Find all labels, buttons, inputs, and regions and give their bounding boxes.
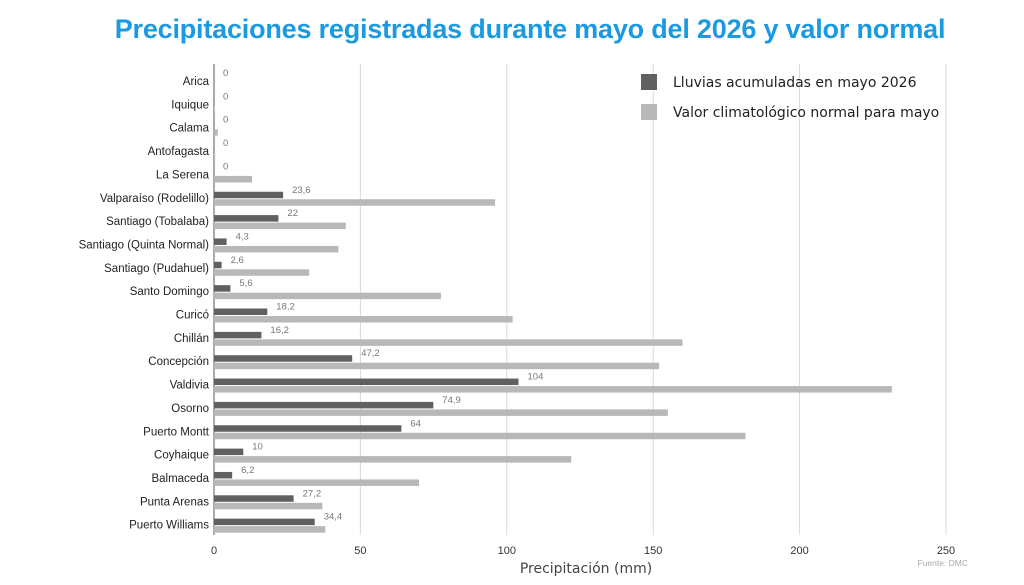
x-tick-label: 200 [790, 545, 808, 557]
legend[interactable]: Lluvias acumuladas en mayo 2026 Valor cli… [641, 74, 939, 121]
data-label: 47,2 [361, 348, 380, 359]
x-tick-label: 0 [211, 545, 217, 557]
x-tick-label: 50 [354, 545, 366, 557]
category-label: Arica [183, 76, 210, 88]
category-labels: Arica Iquique Calama Antofagasta La Serena Va… [79, 76, 210, 532]
category-label: Santiago (Quinta Normal) [79, 239, 210, 251]
category-label: Calama [169, 123, 209, 135]
data-label: 0 [223, 161, 228, 172]
legend-entry[interactable]: Lluvias acumuladas en mayo 2026 [673, 75, 917, 91]
bar-actual [214, 401, 434, 409]
category-label: Chillán [174, 333, 209, 345]
data-label: 22 [287, 208, 298, 219]
bar-normal [214, 502, 323, 510]
bar-normal [214, 386, 892, 393]
category-label: Santo Domingo [130, 286, 209, 298]
data-label: 74,9 [442, 395, 461, 406]
category-label: Puerto Williams [129, 520, 209, 532]
bar-actual [214, 495, 294, 502]
category-label: Santiago (Pudahuel) [104, 263, 209, 275]
bar-normal [214, 316, 513, 323]
bar-normal [214, 269, 310, 276]
bar-normal [214, 175, 253, 183]
bar-normal [214, 105, 215, 113]
data-label: 64 [410, 418, 421, 429]
bar-actual [214, 331, 262, 339]
bar-normal [214, 432, 746, 440]
bar-normal [214, 152, 216, 160]
bar-actual [214, 355, 353, 362]
bar-actual [214, 215, 279, 222]
data-label: 104 [528, 372, 544, 383]
bars-group [214, 105, 892, 533]
data-label: 16,2 [270, 325, 289, 336]
data-label: 0 [223, 115, 228, 126]
chart-title: Precipitaciones registradas durante mayo… [114, 14, 946, 44]
data-label: 34,4 [324, 512, 343, 523]
bar-normal [214, 479, 419, 486]
bar-normal [214, 339, 683, 346]
bar-normal [214, 362, 660, 370]
value-labels: 0 0 0 0 0 23,6 22 4,3 2,6 5,6 18,2 16,2 47,2 104 74,9 6… [223, 68, 543, 523]
bar-normal [214, 526, 326, 533]
data-label: 0 [223, 68, 228, 79]
data-label: 6,2 [241, 465, 254, 476]
category-label: Puerto Montt [143, 426, 210, 438]
category-label: Punta Arenas [140, 496, 209, 508]
gridlines [213, 64, 947, 535]
bar-normal [214, 199, 496, 206]
legend-swatch [641, 74, 657, 90]
category-label: Curicó [176, 310, 209, 322]
category-label: La Serena [156, 169, 210, 181]
category-label: Valdivia [170, 380, 210, 392]
category-label: Iquique [171, 99, 209, 111]
data-label: 27,2 [303, 488, 322, 499]
bar-normal [214, 129, 218, 136]
category-label: Osorno [171, 403, 209, 415]
bar-actual [214, 238, 227, 245]
category-label: Antofagasta [148, 146, 210, 158]
bar-actual [214, 448, 244, 456]
x-tick-label: 100 [498, 545, 516, 557]
bar-normal [214, 409, 668, 416]
bar-actual [214, 261, 222, 269]
data-label: 23,6 [292, 185, 311, 196]
bar-normal [214, 292, 441, 300]
bar-normal [214, 222, 346, 230]
data-label: 0 [223, 138, 228, 149]
x-tick-label: 150 [644, 545, 662, 557]
data-label: 18,2 [276, 302, 295, 313]
bar-actual [214, 285, 231, 292]
source-note: Fuente: DMC [917, 558, 968, 568]
bar-actual [214, 518, 315, 526]
bar-actual [214, 191, 284, 199]
data-label: 4,3 [236, 231, 249, 242]
category-label: Valparaíso (Rodelillo) [100, 193, 209, 205]
bar-actual [214, 308, 268, 315]
data-label: 10 [252, 442, 263, 453]
data-label: 0 [223, 91, 228, 102]
category-label: Santiago (Tobalaba) [106, 216, 209, 228]
x-axis-ticks: 0 50 100 150 200 250 [211, 545, 955, 557]
category-label: Coyhaique [154, 450, 209, 462]
bar-actual [214, 378, 519, 386]
bar-normal [214, 456, 572, 463]
legend-swatch [641, 104, 657, 120]
data-label: 5,6 [239, 278, 252, 289]
category-label: Concepción [148, 356, 209, 368]
legend-entry[interactable]: Valor climatológico normal para mayo [673, 105, 939, 121]
data-label: 2,6 [231, 255, 244, 266]
bar-actual [214, 425, 402, 432]
x-axis-title: Precipitación (mm) [520, 561, 652, 577]
bar-actual [214, 471, 233, 479]
category-label: Balmaceda [151, 473, 209, 485]
x-tick-label: 250 [937, 545, 955, 557]
bar-normal [214, 245, 339, 253]
